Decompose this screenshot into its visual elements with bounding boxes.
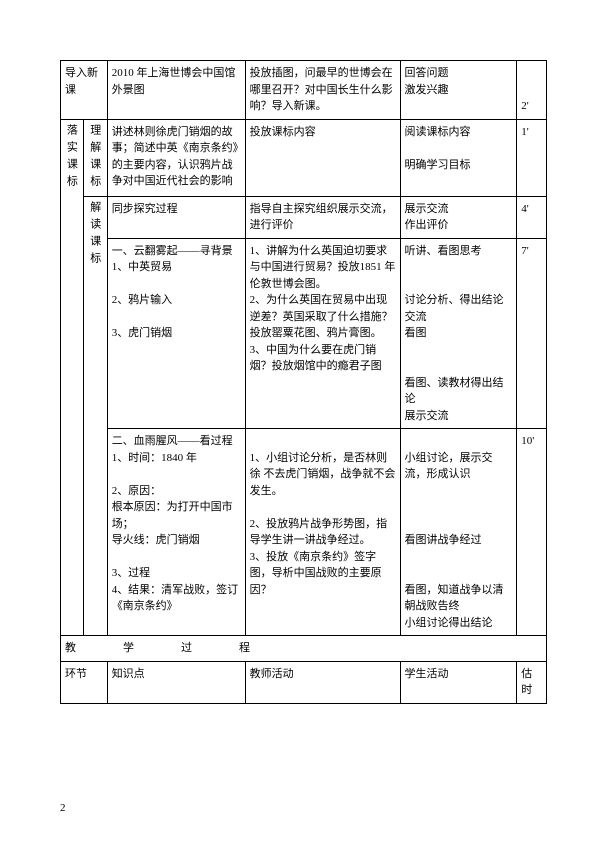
section-header-row: 教 学 过 程: [61, 636, 547, 662]
table-row: 二、血雨腥风——看过程 1、时间：1840 年 2、原因： 根本原因：为打开中国…: [61, 429, 547, 636]
col-header-knowledge: 知识点: [107, 661, 245, 703]
column-header-row: 环节 知识点 教师活动 学生活动 估时: [61, 661, 547, 703]
cell-teacher-activity: 投放课标内容: [245, 119, 400, 196]
table-row: 落实课标 理解课标 讲述林则徐虎门销烟的故事；简述中英《南京条约》的主要内容，认…: [61, 119, 547, 196]
cell-student-activity: 听讲、看图思考 讨论分析、得出结论交流 看图 看图、读教材得出结论 展示交流: [400, 238, 517, 429]
cell-teacher-activity: 1、讲解为什么英国迫切要求与中国进行贸易？投放1851 年伦敦世博会图。 2、为…: [245, 238, 400, 429]
cell-stage: 落实课标: [61, 119, 84, 636]
col-header-teacher: 教师活动: [245, 661, 400, 703]
cell-knowledge: 同步探究过程: [107, 196, 245, 238]
cell-student-activity: 阅读课标内容 明确学习目标: [400, 119, 517, 196]
page-number: 2: [60, 802, 66, 814]
cell-teacher-activity: 指导自主探究组织展示交流，进行评价: [245, 196, 400, 238]
section-header-label: 教 学 过 程: [61, 636, 547, 662]
cell-student-activity: 回答问题 激发兴趣: [400, 61, 517, 120]
col-header-student: 学生活动: [400, 661, 517, 703]
table-row: 导入新课 2010 年上海世博会中国馆外景图 投放插图，问最早的世博会在哪里召开…: [61, 61, 547, 120]
cell-time: 1': [517, 119, 547, 196]
cell-time: 2': [517, 61, 547, 120]
cell-student-activity: 小组讨论，展示交流，形成认识 看图讲战争经过 看图，知道战争以清朝战败告终 小组…: [400, 429, 517, 636]
cell-time: 10': [517, 429, 547, 636]
cell-knowledge: 2010 年上海世博会中国馆外景图: [107, 61, 245, 120]
cell-teacher-activity: 投放插图，问最早的世博会在哪里召开？对中国长生什么影响？导入新课。: [245, 61, 400, 120]
cell-time: 7': [517, 238, 547, 429]
col-header-stage: 环节: [61, 661, 108, 703]
cell-teacher-activity: 1、小组讨论分析，是否林则徐 不去虎门销烟，战争就不会发生。 2、投放鸦片战争形…: [245, 429, 400, 636]
cell-student-activity: 展示交流 作出评价: [400, 196, 517, 238]
cell-knowledge: 二、血雨腥风——看过程 1、时间：1840 年 2、原因： 根本原因：为打开中国…: [107, 429, 245, 636]
table-row: 一、云翻雾起——寻背景 1、中英贸易 2、鸦片输入 3、虎门销烟 1、讲解为什么…: [61, 238, 547, 429]
cell-time: 4': [517, 196, 547, 238]
cell-substage: 理解课标: [84, 119, 107, 196]
cell-stage: 导入新课: [61, 61, 108, 120]
col-header-time: 估时: [517, 661, 547, 703]
lesson-plan-table: 导入新课 2010 年上海世博会中国馆外景图 投放插图，问最早的世博会在哪里召开…: [60, 60, 547, 704]
cell-knowledge: 一、云翻雾起——寻背景 1、中英贸易 2、鸦片输入 3、虎门销烟: [107, 238, 245, 429]
cell-substage: 解读课标: [84, 196, 107, 636]
table-row: 解读课标 同步探究过程 指导自主探究组织展示交流，进行评价 展示交流 作出评价 …: [61, 196, 547, 238]
cell-knowledge: 讲述林则徐虎门销烟的故事；简述中英《南京条约》的主要内容，认识鸦片战争对中国近代…: [107, 119, 245, 196]
